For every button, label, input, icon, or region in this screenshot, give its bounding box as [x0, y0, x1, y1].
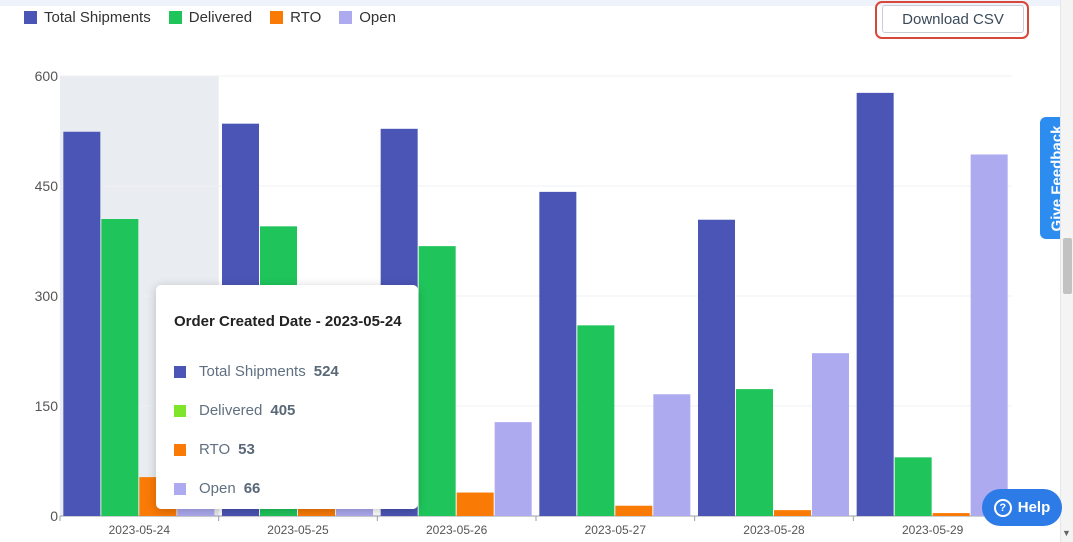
bar-rto: [615, 505, 653, 516]
bar-open: [653, 394, 691, 516]
x-tick-label: 2023-05-28: [743, 523, 805, 537]
download-csv-button[interactable]: Download CSV: [882, 5, 1024, 33]
bar-open: [970, 154, 1008, 516]
bar-total-shipments: [63, 131, 101, 516]
bar-delivered: [101, 219, 139, 516]
x-tick-label: 2023-05-25: [267, 523, 329, 537]
bar-delivered: [577, 325, 615, 516]
y-tick-label: 300: [35, 288, 59, 304]
tooltip-label: Delivered: [199, 402, 263, 419]
legend-swatch-total-shipments: [24, 11, 37, 24]
y-tick-label: 0: [50, 508, 58, 524]
tooltip-label: Total Shipments: [199, 363, 306, 380]
tooltip-value: 53: [238, 441, 255, 458]
scroll-down-arrow-icon[interactable]: ▼: [1062, 528, 1071, 538]
y-tick-label: 600: [35, 68, 59, 84]
help-icon: ?: [993, 498, 1012, 517]
tooltip-value: 524: [313, 363, 339, 380]
legend-swatch-delivered: [168, 11, 182, 24]
tooltip-label: RTO: [199, 441, 231, 458]
x-tick-label: 2023-05-29: [902, 523, 964, 537]
x-tick-label: 2023-05-24: [109, 523, 171, 537]
legend-item-delivered[interactable]: Delivered: [168, 9, 253, 26]
bar-rto: [774, 510, 811, 516]
tooltip-swatch-total-shipments: [174, 365, 186, 378]
y-tick-label: 150: [35, 398, 59, 414]
legend-item-total-shipments[interactable]: Total Shipments: [24, 9, 151, 26]
legend-label-delivered: Delivered: [188, 9, 253, 26]
tooltip-value: 405: [270, 402, 296, 419]
bar-total-shipments: [539, 191, 577, 516]
legend-swatch-rto: [270, 11, 284, 24]
legend-item-open[interactable]: Open: [339, 9, 396, 26]
y-tick-label: 450: [35, 178, 59, 194]
tooltip-row-open: Open 66: [174, 469, 418, 508]
tooltip-value: 66: [243, 480, 261, 497]
x-tick-label: 2023-05-26: [426, 523, 488, 537]
scrollbar-thumb[interactable]: [1063, 238, 1072, 294]
tooltip-row-total-shipments: Total Shipments 524: [174, 352, 418, 391]
chart-tooltip: Order Created Date - 2023-05-24 Total Sh…: [156, 285, 418, 509]
vertical-scrollbar[interactable]: ▼: [1060, 0, 1073, 542]
bar-total-shipments: [856, 92, 894, 516]
help-button[interactable]: ? Help: [982, 489, 1062, 526]
bar-open: [494, 422, 532, 516]
legend-item-rto[interactable]: RTO: [270, 9, 321, 26]
tooltip-label: Open: [199, 480, 236, 497]
tooltip-swatch-rto: [174, 443, 186, 456]
x-tick-label: 2023-05-27: [585, 523, 647, 537]
bar-open: [812, 353, 849, 516]
legend-label-open: Open: [359, 9, 396, 26]
legend-swatch-open: [339, 11, 353, 24]
tooltip-title: Order Created Date - 2023-05-24: [174, 313, 402, 330]
tooltip-swatch-delivered: [174, 404, 186, 417]
tooltip-row-rto: RTO 53: [174, 430, 418, 469]
help-label: Help: [1017, 499, 1051, 516]
bar-delivered: [418, 246, 456, 516]
legend-label-total-shipments: Total Shipments: [44, 9, 151, 26]
bar-delivered: [894, 457, 932, 516]
top-strip: [0, 0, 1073, 6]
chart-legend: Total Shipments Delivered RTO Open: [24, 9, 414, 26]
tooltip-row-delivered: Delivered 405: [174, 391, 418, 430]
legend-label-rto: RTO: [290, 9, 322, 26]
bar-delivered: [736, 389, 773, 516]
bar-rto: [932, 513, 970, 516]
bar-rto: [456, 492, 494, 516]
bar-total-shipments: [698, 219, 735, 516]
tooltip-swatch-open: [174, 482, 186, 495]
